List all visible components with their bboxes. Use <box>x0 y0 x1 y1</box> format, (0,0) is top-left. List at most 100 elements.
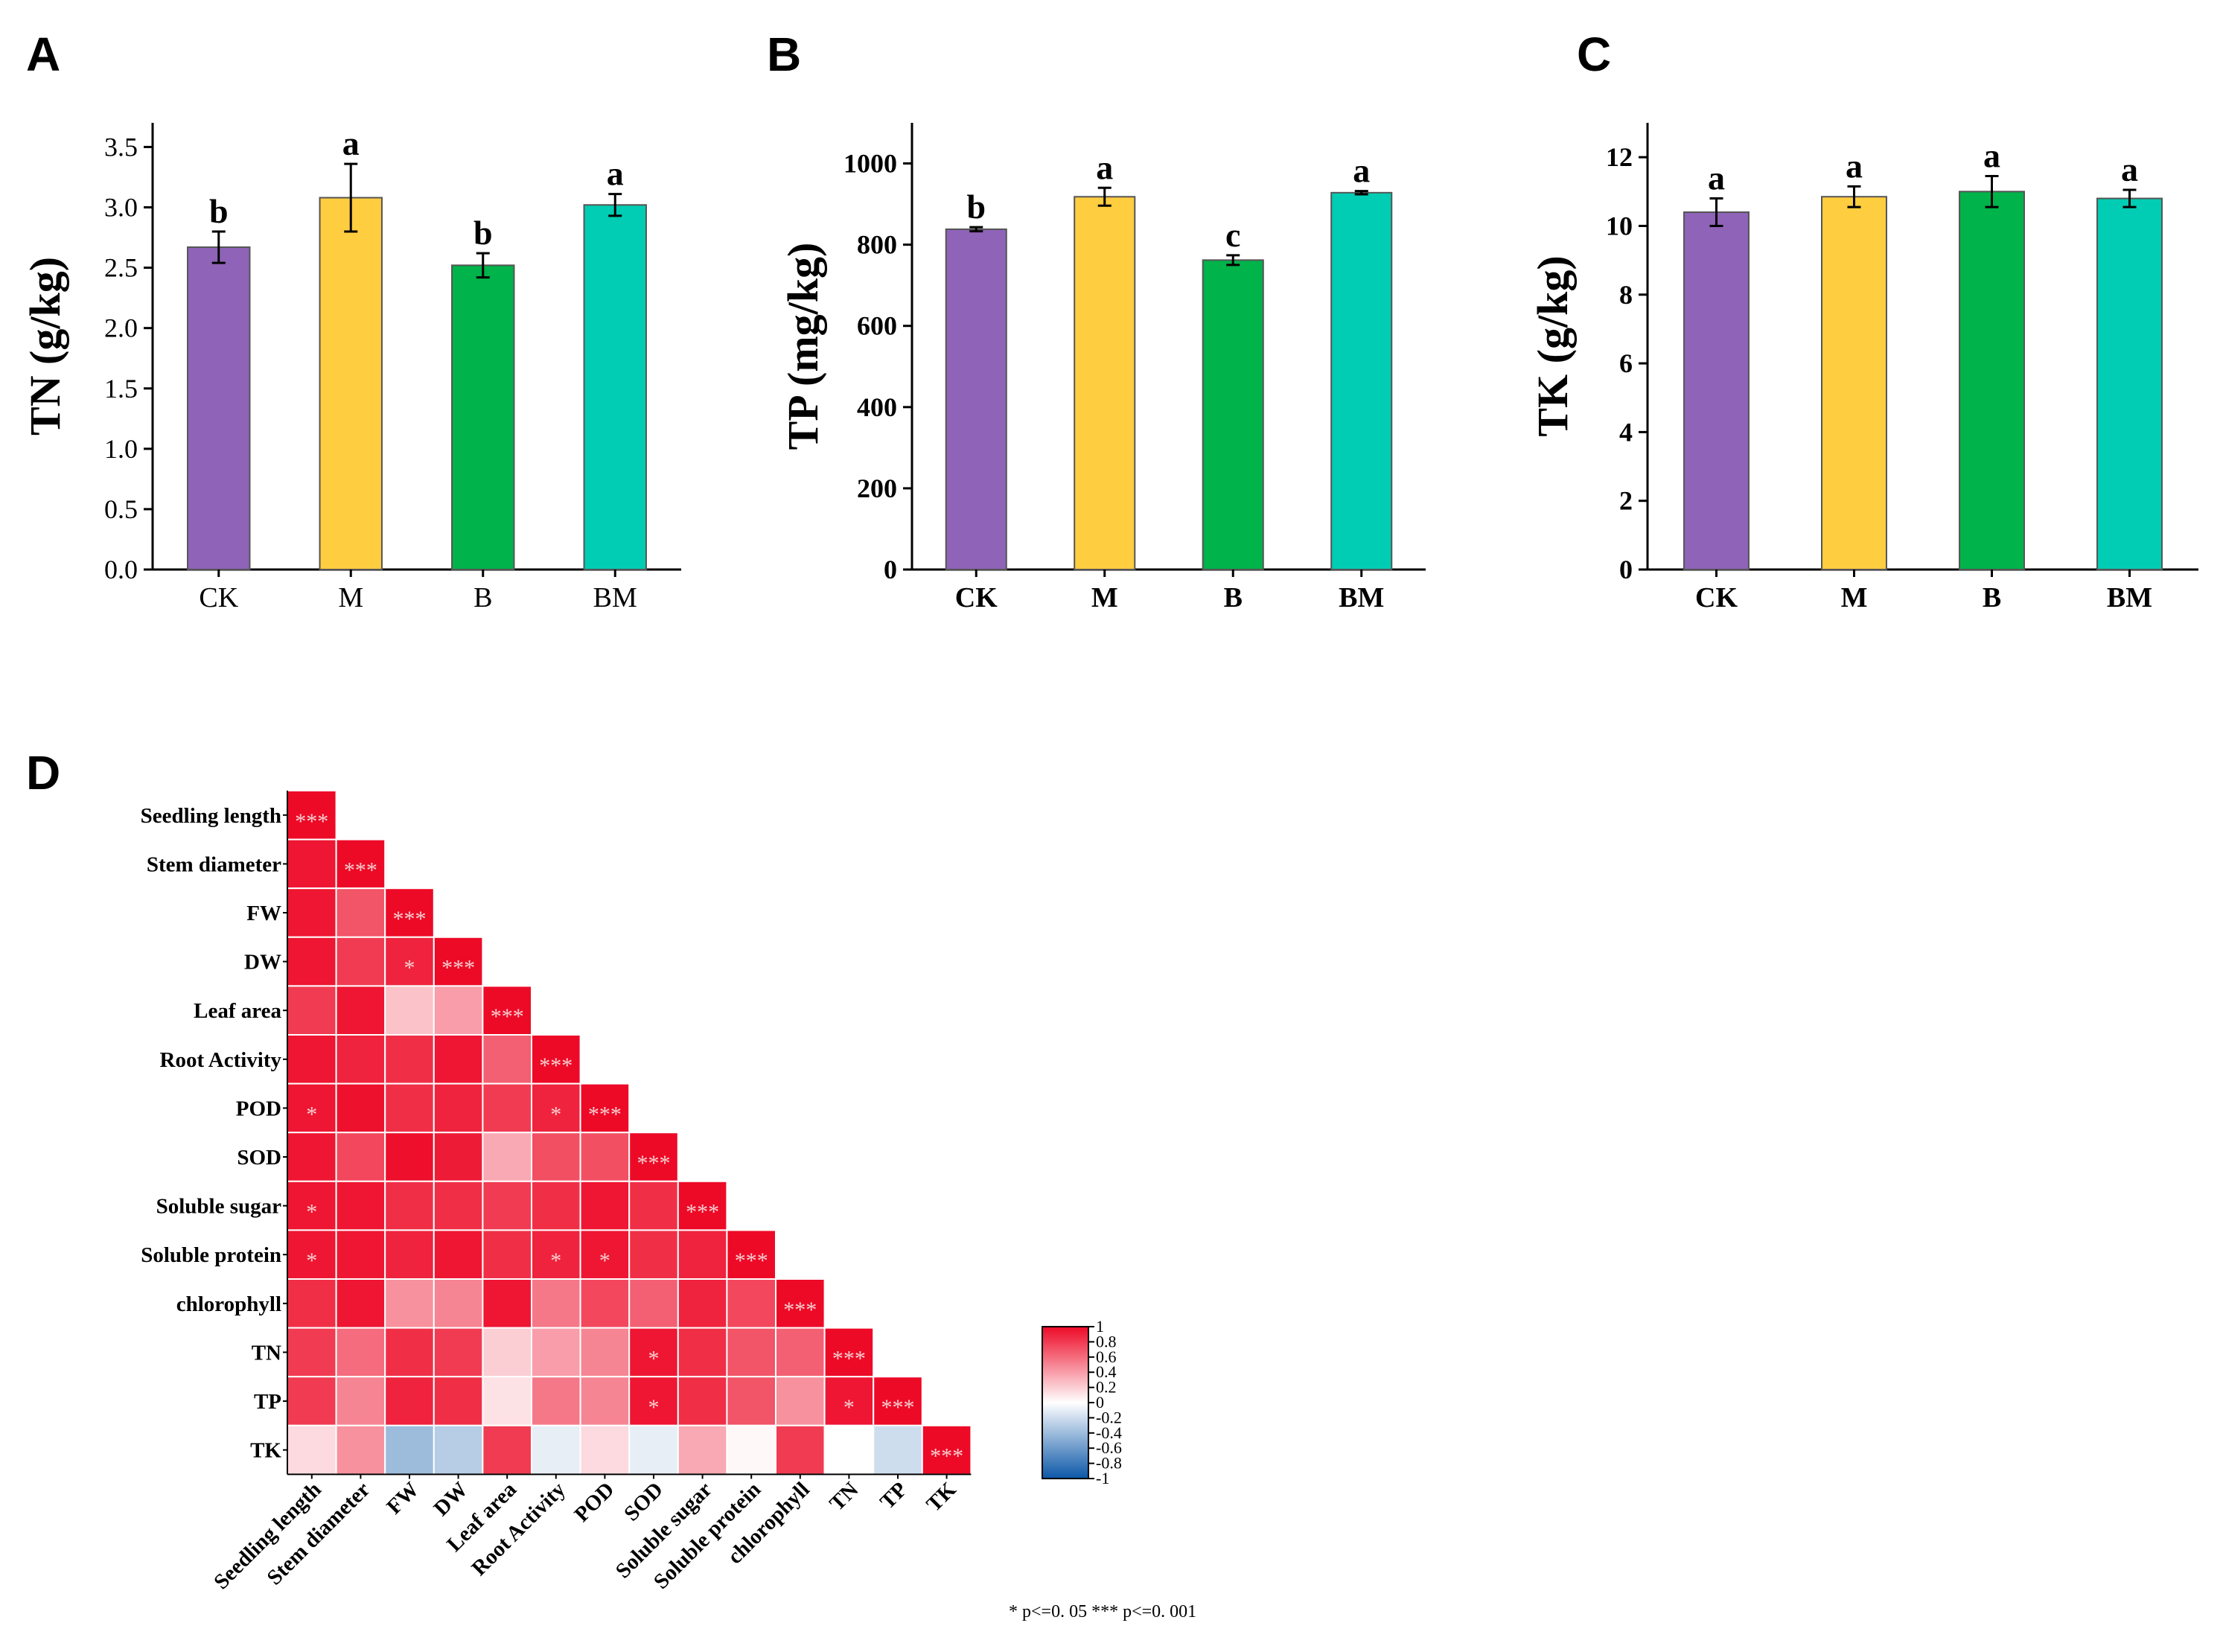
heatmap-cell <box>384 1082 435 1134</box>
heatmap-row-label: POD <box>236 1097 281 1120</box>
heatmap-cell <box>775 1376 826 1426</box>
heatmap-cell <box>287 985 337 1036</box>
heatmap-cell <box>384 1180 435 1231</box>
significance-stars: * <box>404 956 415 980</box>
y-tick-label: 3.0 <box>104 193 138 223</box>
significance-letter: b <box>209 192 229 230</box>
heatmap-cell <box>335 936 386 987</box>
bar-b <box>451 264 515 570</box>
heatmap-cell <box>433 1034 484 1085</box>
heatmap-col-label: TP <box>876 1478 912 1514</box>
heatmap-row-label: chlorophyll <box>176 1292 281 1316</box>
heatmap-cell <box>531 1034 581 1085</box>
x-tick-label: BM <box>1339 582 1384 613</box>
heatmap-cell <box>433 1229 484 1281</box>
heatmap-cell <box>287 1132 337 1182</box>
heatmap-cell <box>433 985 484 1036</box>
significance-stars: *** <box>783 1298 817 1322</box>
heatmap-cell <box>775 1278 826 1329</box>
heatmap-cell <box>287 1376 337 1426</box>
y-tick-label: 12 <box>1606 142 1633 172</box>
significance-letter: a <box>1353 152 1370 190</box>
significance-stars: *** <box>295 809 328 834</box>
heatmap-cell <box>482 1376 533 1426</box>
heatmap-cell <box>335 1229 386 1281</box>
heatmap-cell <box>775 1424 826 1476</box>
heatmap-cell <box>433 1278 484 1329</box>
significance-letter: a <box>2121 150 2138 188</box>
heatmap-cell <box>531 1082 581 1134</box>
chart-tn: 0.0 0.5 1.0 1.5 2.0 2.5 3.0 3.5 TN (g/kg) b CK a Mb B… <box>21 123 681 613</box>
heatmap-col-label: DW <box>430 1478 473 1521</box>
y-tick-label: 4 <box>1619 417 1633 447</box>
y-axis-title: TK (g/kg) <box>1528 255 1577 436</box>
panel-label-a: A <box>26 28 60 81</box>
chart-tk: 0 2 4 6 8 10 12 TK (g/kg) a CK a Ma Ba BM <box>1528 123 2198 613</box>
y-tick-label: 2.0 <box>104 313 138 343</box>
heatmap-cell <box>726 1327 777 1378</box>
heatmap-cell <box>335 1180 386 1231</box>
heatmap-cell <box>531 1229 581 1281</box>
heatmap-row-label: FW <box>246 902 281 925</box>
heatmap-cell <box>775 1327 826 1378</box>
heatmap-cell <box>482 1278 533 1329</box>
heatmap-row-label: Root Activity <box>160 1048 282 1072</box>
color-legend-bar <box>1042 1326 1089 1479</box>
significance-note: * p<=0. 05 *** p<=0. 001 <box>1009 1602 1196 1621</box>
y-tick-label: 800 <box>857 230 897 260</box>
bar-m <box>1821 196 1887 570</box>
significance-stars: * <box>306 1200 317 1225</box>
panel-label-d: D <box>26 746 60 800</box>
significance-stars: *** <box>441 956 475 980</box>
significance-stars: * <box>648 1346 660 1371</box>
y-tick-label: 0.0 <box>104 555 138 584</box>
heatmap-row-label: Seedling length <box>141 804 281 828</box>
heatmap-cell <box>482 1034 533 1085</box>
heatmap-cell <box>482 985 533 1036</box>
panel-label-b: B <box>767 28 801 81</box>
heatmap-cell <box>726 1376 777 1426</box>
y-axis-title: TP (mg/kg) <box>779 243 827 450</box>
significance-stars: *** <box>832 1346 866 1371</box>
y-tick-label: 200 <box>857 473 897 503</box>
heatmap-cell <box>726 1424 777 1476</box>
heatmap-cell <box>823 1424 875 1476</box>
heatmap-cell <box>335 1278 386 1329</box>
heatmap-cell <box>335 887 386 938</box>
heatmap-cell <box>628 1180 679 1231</box>
significance-stars: * <box>648 1395 660 1420</box>
x-tick-label: BM <box>2107 582 2152 613</box>
heatmap-cell <box>677 1424 728 1476</box>
heatmap-cell <box>677 1376 728 1426</box>
y-tick-label: 10 <box>1606 211 1633 240</box>
x-tick-label: CK <box>955 582 998 613</box>
x-tick-label: CK <box>1695 582 1738 613</box>
heatmap-cell <box>482 1327 533 1378</box>
panel-label-c: C <box>1577 28 1611 81</box>
significance-stars: * <box>599 1248 610 1273</box>
heatmap-row-label: TP <box>254 1390 281 1414</box>
y-tick-label: 400 <box>857 392 897 422</box>
heatmap-cell <box>433 1082 484 1134</box>
heatmap-cell <box>287 1424 337 1476</box>
x-tick-label: BM <box>593 582 637 613</box>
heatmap-cell <box>677 1229 728 1281</box>
heatmap-cell <box>579 1376 631 1426</box>
legend-tick-label: 0.6 <box>1096 1348 1117 1366</box>
significance-stars: *** <box>588 1102 622 1126</box>
x-tick-label: CK <box>199 582 238 613</box>
significance-letter: a <box>342 124 360 162</box>
heatmap-cell <box>433 1180 484 1231</box>
y-tick-label: 0 <box>1619 555 1633 584</box>
heatmap-cell <box>921 1424 972 1476</box>
heatmap-cell <box>384 1376 435 1426</box>
heatmap-col-label: TN <box>825 1478 863 1516</box>
heatmap-cell <box>384 1034 435 1085</box>
heatmap-cell <box>335 1132 386 1182</box>
bar-ck <box>187 246 251 570</box>
heatmap-cell <box>579 1082 631 1134</box>
x-tick-label: B <box>473 582 492 613</box>
heatmap-cell <box>531 1132 581 1182</box>
x-tick-label: M <box>1841 582 1868 613</box>
